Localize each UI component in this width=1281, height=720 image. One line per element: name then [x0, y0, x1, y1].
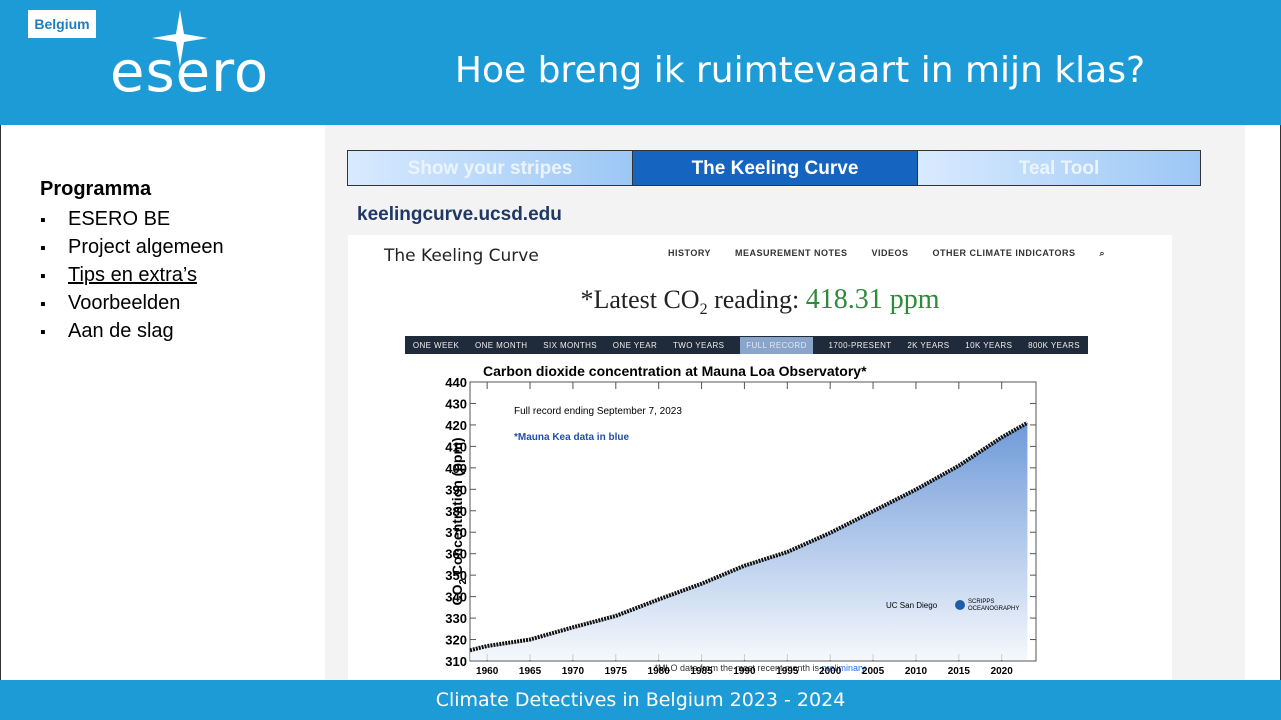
range-item[interactable]: 10K YEARS	[965, 340, 1013, 350]
url: keelingcurve.ucsd.edu	[357, 204, 562, 225]
x-tick-label: 1980	[648, 666, 671, 677]
x-tick-label: 1975	[605, 666, 628, 677]
x-tick-label: 1995	[776, 666, 799, 677]
x-tick-label: 1960	[476, 666, 499, 677]
x-tick-label: 2015	[948, 666, 971, 677]
x-tick-label: 2005	[862, 666, 885, 677]
latest-reading: *Latest CO2 reading: 418.31 ppm	[348, 284, 1172, 319]
y-tick-label: 360	[445, 547, 467, 562]
sidebar-heading: Programma	[40, 178, 152, 200]
x-tick-label: 2010	[905, 666, 928, 677]
logo-icon	[955, 600, 965, 610]
logo-star	[152, 10, 208, 66]
y-tick-label: 340	[445, 590, 467, 605]
sidebar-list: ESERO BEProject algemeenTips en extra’sV…	[40, 206, 224, 346]
range-item[interactable]: SIX MONTHS	[543, 340, 598, 350]
y-tick-label: 400	[445, 461, 467, 476]
sidebar-item[interactable]: Tips en extra’s	[40, 262, 224, 290]
y-tick-label: 330	[445, 611, 467, 626]
chart-title: Carbon dioxide concentration at Mauna Lo…	[483, 363, 867, 379]
sidebar-item[interactable]: Voorbeelden	[40, 290, 224, 318]
y-axis-label: CO2 Concentration (ppm)	[449, 437, 469, 605]
range-item[interactable]: ONE MONTH	[474, 340, 528, 350]
sidebar-item[interactable]: ESERO BE	[40, 206, 224, 234]
y-tick-label: 420	[445, 418, 467, 433]
x-tick-label: 1990	[733, 666, 756, 677]
range-item[interactable]: 800K YEARS	[1028, 340, 1080, 350]
menu-item[interactable]: OTHER CLIMATE INDICATORS	[932, 248, 1076, 258]
y-tick-label: 390	[445, 482, 467, 497]
y-tick-label: 320	[445, 633, 467, 648]
y-tick-label: 370	[445, 525, 467, 540]
y-label-sub: 2	[458, 579, 469, 585]
y-tick-label: 380	[445, 504, 467, 519]
range-item[interactable]: ONE YEAR	[612, 340, 658, 350]
menu-item[interactable]: VIDEOS	[871, 248, 909, 258]
site-brand: The Keeling Curve	[384, 246, 539, 266]
x-tick-label: 1965	[519, 666, 542, 677]
badge: Belgium	[28, 10, 96, 38]
reading-middle: reading:	[707, 285, 806, 314]
range-bar: ONE WEEK ONE MONTH SIX MONTHS ONE YEAR TWO Y…	[405, 336, 1088, 354]
annotation: *Mauna Kea data in blue	[514, 432, 629, 443]
logo-text: UC San Diego	[886, 601, 938, 610]
reading-sub: 2	[699, 301, 708, 319]
y-tick-label: 430	[445, 396, 467, 411]
tab[interactable]: Show your stripes	[347, 150, 633, 186]
y-tick-label: 310	[445, 654, 467, 669]
range-item[interactable]: FULL RECORD	[740, 336, 813, 354]
tab[interactable]: Teal Tool	[917, 150, 1201, 186]
site-menu: HISTORY MEASUREMENT NOTES VIDEOS OTHER CLIM…	[668, 248, 1105, 259]
header-bar: Belgium esero Hoe breng ik ruimtevaart i…	[0, 0, 1281, 125]
sidebar-item[interactable]: Project algemeen	[40, 234, 224, 262]
logo: esero	[110, 40, 270, 105]
menu-item[interactable]: MEASUREMENT NOTES	[735, 248, 848, 258]
menu-item[interactable]: HISTORY	[668, 248, 712, 258]
site-footnote: *MLO data from the most recent month is …	[348, 663, 1172, 673]
logo-text: SCRIPPS	[968, 599, 994, 605]
area	[470, 422, 1028, 660]
y-tick-label: 440	[445, 375, 467, 390]
logo-text: OCEANOGRAPHY	[968, 606, 1019, 612]
x-tick-label: 1970	[562, 666, 585, 677]
y-tick-label: 350	[445, 568, 467, 583]
slide-title: Hoe breng ik ruimtevaart in mijn klas?	[454, 50, 1146, 91]
range-item[interactable]: 1700-PRESENT	[828, 340, 892, 350]
range-item[interactable]: ONE WEEK	[412, 340, 460, 350]
footnote: *MLO data from the most recent month is	[654, 663, 822, 673]
line	[469, 421, 1029, 653]
reading-prefix: *Latest CO	[580, 285, 700, 314]
annotation: Full record ending September 7, 2023	[514, 406, 682, 417]
x-tick-label: 1985	[690, 666, 713, 677]
search-icon[interactable]: ⌕	[1099, 248, 1106, 258]
footnote-link[interactable]: preliminary	[821, 663, 866, 673]
y-label-rest: Concentration (ppm)	[449, 437, 465, 579]
y-tick-label: 410	[445, 439, 467, 454]
range-item[interactable]: 2K YEARS	[907, 340, 950, 350]
x-tick-label: 2000	[819, 666, 842, 677]
y-label-main: CO	[449, 584, 465, 605]
range-item[interactable]: TWO YEARS	[672, 340, 725, 350]
x-tick-label: 2020	[991, 666, 1014, 677]
footer-bar: Climate Detectives in Belgium 2023 - 202…	[0, 680, 1281, 720]
sidebar-item[interactable]: Aan de slag	[40, 318, 224, 346]
reading-value: 418.31 ppm	[805, 284, 940, 315]
